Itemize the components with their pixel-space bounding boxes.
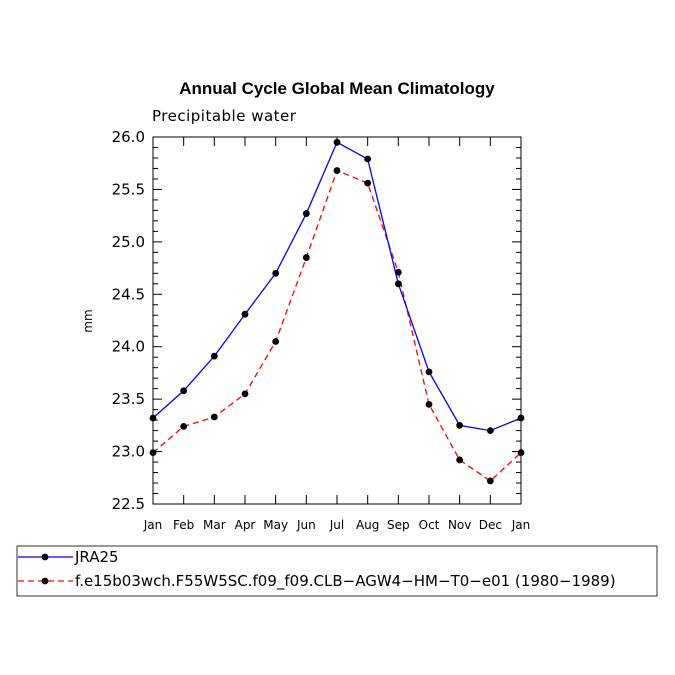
data-point <box>180 387 188 395</box>
x-tick-label: Jan <box>143 518 163 532</box>
y-tick-label: 22.5 <box>112 495 145 513</box>
series-layer <box>149 138 525 485</box>
data-point <box>333 167 341 174</box>
data-point <box>425 400 433 408</box>
y-axis-label: mm <box>81 309 95 332</box>
y-tick-label: 23.5 <box>112 390 145 408</box>
data-point <box>394 268 402 276</box>
data-point <box>333 138 341 146</box>
data-point <box>425 368 433 376</box>
legend-box <box>16 545 658 597</box>
legend-marker <box>41 577 49 585</box>
y-tick-label: 24.0 <box>112 338 145 356</box>
data-point <box>272 269 280 277</box>
data-point <box>302 254 310 261</box>
series-line <box>152 141 522 432</box>
x-tick-label: Dec <box>479 518 502 532</box>
x-tick-label: Nov <box>448 518 471 532</box>
data-point <box>456 456 464 464</box>
data-point <box>210 413 218 421</box>
data-point <box>486 427 494 434</box>
y-tick-label: 25.0 <box>112 233 145 251</box>
chart-subtitle: Precipitable water <box>152 107 297 125</box>
legend: JRA25 f.e15b03wch.F55W5SC.f09_f09.CLB−AGW… <box>16 545 658 597</box>
x-axis: Jan Feb Mar Apr May Jun Jul Aug Sep Oct Nov Dec Jan <box>143 137 531 532</box>
data-point <box>456 421 464 429</box>
data-point <box>241 390 249 398</box>
plot-frame <box>152 136 522 505</box>
x-tick-label: Sep <box>387 518 410 532</box>
data-point <box>517 414 525 422</box>
data-point <box>241 310 249 318</box>
legend-marker <box>41 553 49 561</box>
x-tick-label: Jun <box>296 518 316 532</box>
y-tick-label: 26.0 <box>112 128 145 146</box>
x-tick-label: Apr <box>235 518 256 532</box>
series-line <box>152 169 522 482</box>
x-tick-label: Feb <box>173 518 194 532</box>
chart-title: Annual Cycle Global Mean Climatology <box>179 79 495 98</box>
y-tick-label: 23.0 <box>112 443 145 461</box>
y-axis: 22.5 23.0 23.5 24.0 24.5 25.0 25.5 26.0 <box>112 128 521 513</box>
data-point <box>486 477 494 485</box>
data-point <box>210 352 218 360</box>
data-point <box>149 449 157 457</box>
legend-label: JRA25 <box>74 548 119 566</box>
x-tick-label: May <box>263 518 288 532</box>
data-point <box>394 280 402 288</box>
y-tick-label: 25.5 <box>112 180 145 198</box>
y-tick-label: 24.5 <box>112 285 145 303</box>
data-point <box>364 155 372 163</box>
x-tick-label: Oct <box>419 518 440 532</box>
plot-border <box>152 136 522 505</box>
data-point <box>517 449 525 457</box>
x-tick-label: Aug <box>356 518 379 532</box>
x-tick-label: Jan <box>511 518 531 532</box>
x-tick-label: Mar <box>203 518 226 532</box>
legend-label: f.e15b03wch.F55W5SC.f09_f09.CLB−AGW4−HM−… <box>75 572 616 591</box>
data-point <box>302 210 310 217</box>
data-point <box>180 423 188 430</box>
data-point <box>149 414 157 422</box>
data-point <box>272 338 280 345</box>
x-tick-label: Jul <box>329 518 344 532</box>
data-point <box>364 179 372 187</box>
